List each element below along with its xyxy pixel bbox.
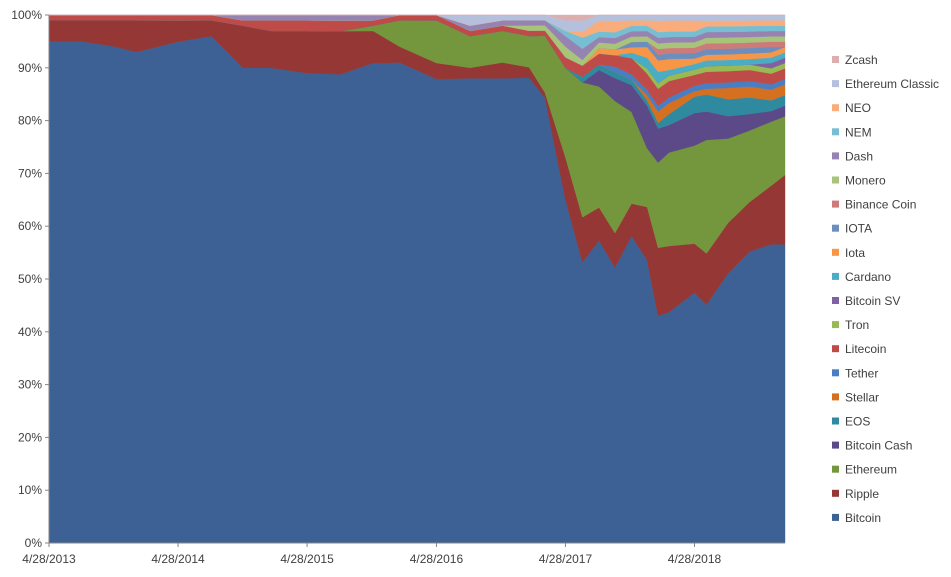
legend-item-nem: NEM [832,125,872,139]
legend-item-ripple: Ripple [832,487,879,501]
legend-label: Tron [845,318,869,332]
legend-label: Tether [845,366,878,380]
legend-swatch [832,513,839,521]
legend-swatch [832,200,839,208]
legend-swatch [832,104,839,112]
legend-swatch [832,393,839,401]
y-tick-label: 50% [18,272,42,286]
legend-label: NEO [845,101,871,115]
legend-item-eos: EOS [832,415,870,429]
legend-item-zcash: Zcash [832,53,878,67]
legend-label: Stellar [845,390,879,404]
legend-item-ethereum-classic: Ethereum Classic [832,77,939,91]
legend-label: Ethereum Classic [845,77,939,91]
x-tick-label: 4/28/2013 [22,552,76,566]
legend-item-litecoin: Litecoin [832,342,886,356]
legend-label: Cardano [845,270,891,284]
y-tick-label: 20% [18,430,42,444]
legend-label: Bitcoin Cash [845,439,912,453]
legend-item-binance-coin: Binance Coin [832,198,916,212]
legend-item-bitcoin: Bitcoin [832,511,881,525]
x-tick-label: 4/28/2016 [410,552,464,566]
y-tick-label: 30% [18,378,42,392]
x-tick-label: 4/28/2017 [539,552,593,566]
legend-item-tron: Tron [832,318,869,332]
legend-item-monero: Monero [832,174,886,188]
y-tick-label: 90% [18,61,42,75]
y-axis-tick-labels: 0% 10% 20% 30% 40% 50% 60% 70% 80% 90% 100% [11,8,49,550]
legend-swatch [832,152,839,160]
legend-item-bitcoin-sv: Bitcoin SV [832,294,900,308]
x-tick-label: 4/28/2018 [668,552,722,566]
legend-label: Litecoin [845,342,886,356]
y-tick-label: 0% [25,536,43,550]
legend-label: IOTA [845,222,872,236]
y-tick-label: 80% [18,114,42,128]
x-tick-label: 4/28/2015 [280,552,334,566]
legend-swatch [832,321,839,329]
legend-label: Zcash [845,53,878,67]
legend-swatch [832,56,839,63]
legend: Zcash Ethereum Classic NEO NEM Dash Monero Bin… [832,53,939,525]
legend-swatch [832,465,839,473]
legend-label: Ripple [845,487,879,501]
legend-label: Monero [845,174,886,188]
legend-swatch [832,297,839,304]
legend-swatch [832,224,839,232]
legend-label: Bitcoin [845,511,881,525]
legend-item-dash: Dash [832,149,873,163]
legend-swatch [832,345,839,353]
legend-swatch [832,80,839,88]
legend-swatch [832,489,839,497]
legend-item-stellar: Stellar [832,390,879,404]
legend-swatch [832,417,839,425]
area-zcash [49,14,785,21]
legend-swatch [832,128,839,136]
legend-item-iota: IOTA [832,222,872,236]
legend-label: Iota [845,246,865,260]
legend-label: Dash [845,149,873,163]
legend-item-neo: NEO [832,101,871,115]
y-tick-label: 70% [18,166,42,180]
legend-swatch [832,441,839,449]
legend-item-ethereum: Ethereum [832,463,897,477]
area-series-group [48,14,786,544]
legend-item-iota: Iota [832,246,865,260]
x-axis-tick-labels: 4/28/2013 4/28/2014 4/28/2015 4/28/2016 4/28… [22,543,722,566]
legend-label: NEM [845,125,872,139]
y-tick-label: 10% [18,483,42,497]
legend-item-cardano: Cardano [832,270,891,284]
legend-label: Ethereum [845,463,897,477]
legend-swatch [832,272,839,280]
y-tick-label: 40% [18,325,42,339]
legend-swatch [832,369,839,377]
legend-item-tether: Tether [832,366,878,380]
legend-label: Bitcoin SV [845,294,900,308]
x-tick-label: 4/28/2014 [151,552,205,566]
legend-swatch [832,248,839,256]
legend-item-bitcoin-cash: Bitcoin Cash [832,439,912,453]
y-tick-label: 100% [11,8,42,22]
legend-swatch [832,176,839,184]
legend-label: Binance Coin [845,198,916,212]
legend-label: EOS [845,415,870,429]
y-tick-label: 60% [18,219,42,233]
